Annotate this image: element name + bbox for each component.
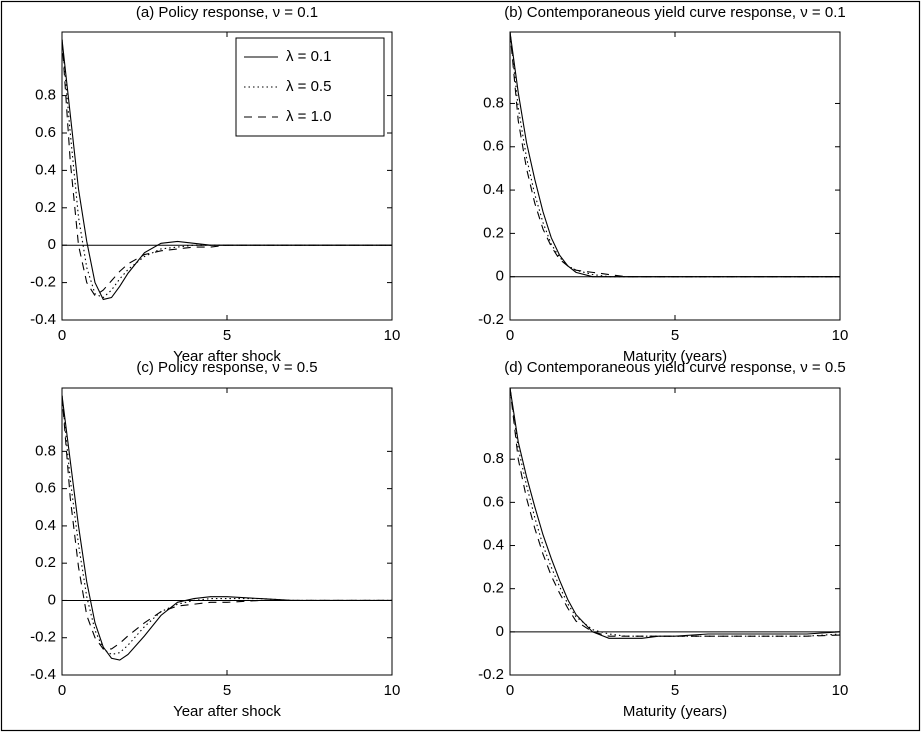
x-axis-label: Year after shock [173, 703, 281, 720]
x-tick-label: 0 [506, 327, 514, 344]
y-tick-label: 0.4 [483, 536, 504, 553]
series-line [62, 39, 392, 299]
y-tick-label: 0 [496, 268, 504, 285]
plot-area [61, 387, 393, 676]
x-tick-label: 10 [832, 682, 849, 699]
x-axis-label: Year after shock [173, 348, 281, 365]
series-line [62, 395, 392, 650]
x-axis-label: Maturity (years) [623, 703, 727, 720]
x-tick-label: 5 [671, 682, 679, 699]
x-tick-label: 10 [384, 327, 401, 344]
y-tick-label: 0.2 [35, 199, 56, 216]
y-tick-label: 0.2 [35, 554, 56, 571]
x-tick-label: 5 [223, 682, 231, 699]
y-tick-label: 0.2 [483, 580, 504, 597]
y-tick-label: 0.8 [35, 442, 56, 459]
y-tick-label: 0 [48, 236, 56, 253]
y-tick-label: 0.2 [483, 224, 504, 241]
y-tick-label: -0.2 [478, 666, 504, 683]
panel-title: (a) Policy response, ν = 0.1 [136, 4, 318, 21]
legend-box [235, 37, 385, 137]
series-line [510, 388, 840, 637]
y-tick-label: 0.6 [483, 493, 504, 510]
legend-label: λ = 0.5 [286, 78, 331, 95]
y-tick-label: 0.4 [35, 517, 56, 534]
x-tick-label: 0 [58, 682, 66, 699]
x-axis-label: Maturity (years) [623, 348, 727, 365]
plot-area [509, 387, 841, 676]
legend-label: λ = 1.0 [286, 108, 331, 125]
y-tick-label: -0.2 [30, 629, 56, 646]
legend-label: λ = 0.1 [286, 48, 331, 65]
y-tick-label: 0.4 [35, 161, 56, 178]
x-tick-label: 10 [832, 327, 849, 344]
y-tick-label: 0 [496, 623, 504, 640]
y-tick-label: 0.4 [483, 181, 504, 198]
y-tick-label: 0 [48, 591, 56, 608]
panel-title: (d) Contemporaneous yield curve response… [504, 359, 845, 376]
panel: (a) Policy response, ν = 0.1 Year after s… [30, 4, 400, 365]
series-line [510, 388, 840, 639]
y-tick-label: 0.6 [35, 480, 56, 497]
panel: (d) Contemporaneous yield curve response… [478, 359, 848, 720]
panel-title: (c) Policy response, ν = 0.5 [136, 359, 317, 376]
y-tick-label: 0.8 [483, 94, 504, 111]
y-tick-label: 0.8 [483, 450, 504, 467]
x-tick-label: 0 [506, 682, 514, 699]
plot-area [509, 31, 841, 321]
y-tick-label: -0.2 [30, 274, 56, 291]
y-tick-label: 0.6 [35, 124, 56, 141]
y-tick-label: -0.4 [30, 311, 56, 328]
x-tick-label: 5 [671, 327, 679, 344]
series-line [62, 39, 392, 297]
y-tick-label: 0.6 [483, 138, 504, 155]
y-tick-label: -0.2 [478, 311, 504, 328]
x-tick-label: 5 [223, 327, 231, 344]
y-tick-label: -0.4 [30, 666, 56, 683]
series-line [510, 32, 840, 278]
y-tick-label: 0.8 [35, 87, 56, 104]
series-line [510, 32, 840, 278]
x-tick-label: 10 [384, 682, 401, 699]
panel: (c) Policy response, ν = 0.5 Year after s… [30, 359, 400, 720]
series-line [62, 395, 392, 661]
x-tick-label: 0 [58, 327, 66, 344]
panel-title: (b) Contemporaneous yield curve response… [504, 4, 845, 21]
panel: (b) Contemporaneous yield curve response… [478, 4, 848, 365]
